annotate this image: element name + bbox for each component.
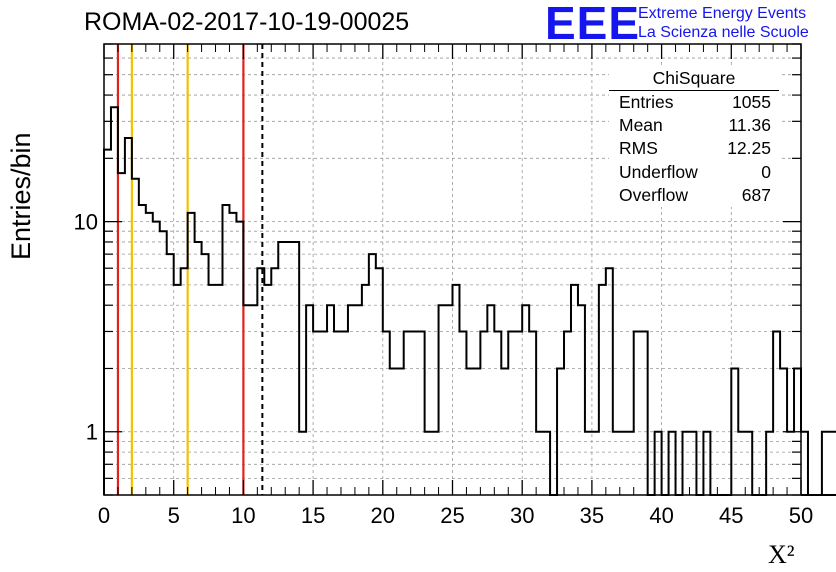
y-axis-label: Entries/bin	[6, 132, 36, 260]
stats-title: ChiSquare	[609, 66, 779, 91]
y-tick-label: 10	[74, 210, 98, 235]
x-tick-label: 25	[440, 503, 464, 528]
axis-ticks	[103, 43, 802, 496]
x-tick-label: 35	[580, 503, 604, 528]
x-tick-label: 30	[510, 503, 534, 528]
stats-value: 12.25	[727, 138, 771, 159]
stats-label: Mean	[619, 115, 663, 136]
x-tick-label: 5	[168, 503, 180, 528]
logo-caption-line1: Extreme Energy Events	[638, 5, 807, 22]
stats-label: Entries	[619, 92, 674, 112]
x-tick-label: 10	[231, 503, 255, 528]
stats-row-overflow: Overflow 687	[609, 184, 779, 207]
logo-caption-line2: La Scienza nelle Scuole	[638, 24, 809, 41]
stats-row-entries: Entries 1055	[609, 91, 779, 114]
stats-row-rms: RMS 12.25	[609, 137, 779, 160]
chart-title: ROMA-02-2017-10-19-00025	[84, 8, 410, 36]
stats-value: 1055	[732, 92, 771, 112]
stats-row-underflow: Underflow 0	[609, 161, 779, 184]
stats-value: 687	[741, 184, 771, 205]
histogram-outline	[103, 106, 836, 496]
stats-value: 11.36	[728, 115, 772, 136]
x-tick-label: 45	[719, 503, 743, 528]
stats-label: Overflow	[619, 184, 689, 205]
logo-caption: Extreme Energy Events La Scienza nelle S…	[638, 4, 809, 42]
eee-logo: EEE	[545, 0, 641, 49]
stats-row-mean: Mean 11.36	[609, 114, 779, 137]
reference-lines	[116, 44, 264, 495]
y-tick-label: 1	[86, 420, 98, 445]
x-tick-label: 50	[789, 503, 813, 528]
x-axis-label: X²	[768, 540, 795, 569]
stats-box: ChiSquare Entries 1055 Mean 11.36 RMS 12…	[609, 66, 779, 207]
stats-label: RMS	[619, 138, 658, 159]
x-tick-label: 0	[98, 503, 110, 528]
x-tick-label: 40	[649, 503, 673, 528]
stats-label: Underflow	[619, 161, 698, 182]
x-tick-label: 15	[301, 503, 325, 528]
x-tick-label: 20	[371, 503, 395, 528]
tick-labels: 0 5 10 15 20 25 30 35 40 45 50 1 10	[74, 210, 814, 528]
stats-value: 0	[761, 161, 771, 182]
